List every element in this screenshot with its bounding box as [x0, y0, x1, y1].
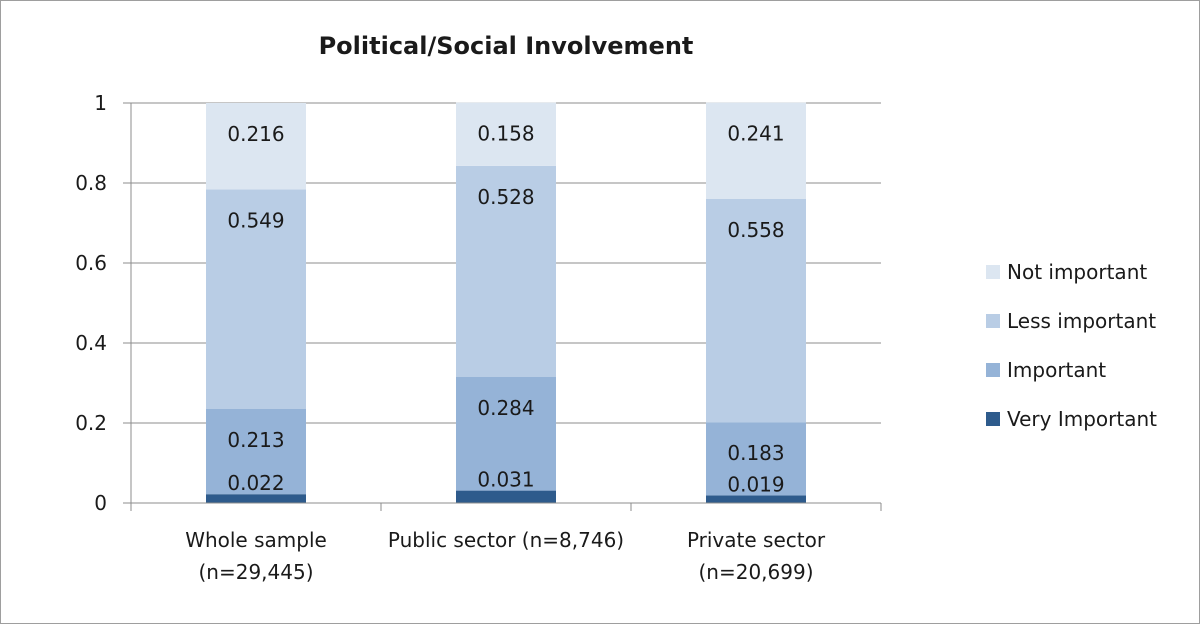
legend: Not important Less important Important Very… [986, 260, 1157, 431]
x-category-label: Private sector [687, 528, 826, 552]
data-label: 0.528 [477, 185, 534, 209]
y-tick-label: 0.8 [75, 171, 107, 195]
data-label: 0.284 [477, 396, 534, 420]
bar-segment [206, 409, 306, 495]
bar-segment [706, 422, 806, 496]
bar-segment [456, 490, 556, 503]
data-label: 0.022 [227, 471, 284, 495]
legend-swatch [986, 412, 1000, 426]
bar-segment [706, 102, 806, 199]
bar-segment [706, 199, 806, 423]
bar-segment [206, 189, 306, 409]
bars-layer [206, 102, 806, 503]
axis-layer: 0 0.2 0.4 0.6 0.8 1 Whole sample (n=29,445) Publ… [75, 91, 882, 584]
y-tick-label: 0.2 [75, 411, 107, 435]
y-tick-label: 0 [94, 491, 107, 515]
legend-swatch [986, 265, 1000, 279]
x-category-label: Public sector (n=8,746) [388, 528, 624, 552]
legend-label: Not important [1007, 260, 1147, 284]
legend-label: Less important [1007, 309, 1156, 333]
data-label: 0.241 [727, 122, 784, 146]
legend-swatch [986, 363, 1000, 377]
y-tick-label: 1 [94, 91, 107, 115]
labels-layer: 0.022 0.213 0.549 0.216 0.031 0.284 0.528 0.158… [227, 122, 784, 497]
y-tick-label: 0.4 [75, 331, 107, 355]
bar-segment [706, 495, 806, 503]
x-category-label: (n=29,445) [198, 560, 313, 584]
bar-segment [456, 165, 556, 377]
bar-segment [206, 494, 306, 503]
legend-swatch [986, 314, 1000, 328]
data-label: 0.216 [227, 122, 284, 146]
legend-label: Important [1007, 358, 1106, 382]
data-label: 0.031 [477, 468, 534, 492]
data-label: 0.158 [477, 122, 534, 146]
data-label: 0.213 [227, 428, 284, 452]
y-tick-label: 0.6 [75, 251, 107, 275]
x-category-label: (n=20,699) [698, 560, 813, 584]
chart-title: Political/Social Involvement [319, 32, 694, 60]
data-label: 0.549 [227, 208, 284, 232]
legend-label: Very Important [1007, 407, 1157, 431]
data-label: 0.558 [727, 218, 784, 242]
data-label: 0.183 [727, 441, 784, 465]
x-category-label: Whole sample [185, 528, 327, 552]
bar-segment [456, 377, 556, 491]
bar-segment [456, 102, 556, 166]
data-label: 0.019 [727, 472, 784, 496]
bar-segment [206, 103, 306, 190]
